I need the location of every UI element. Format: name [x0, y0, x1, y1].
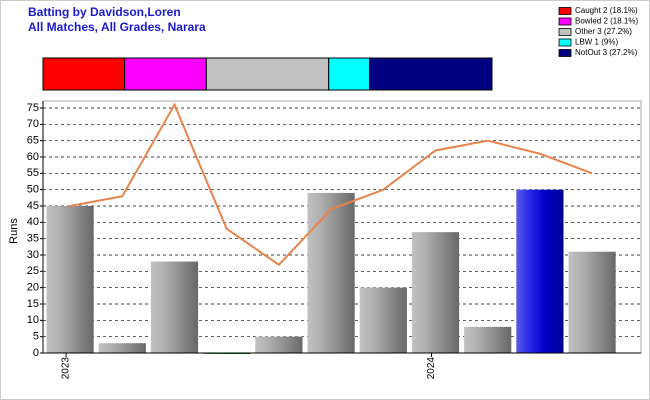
y-axis-label: Runs: [8, 218, 20, 244]
dismissal-segment: [42, 57, 126, 91]
dismissal-segment: [205, 57, 330, 91]
legend-swatch: [558, 28, 572, 36]
bar: [516, 189, 564, 353]
bar: [150, 261, 199, 353]
bar: [46, 206, 94, 353]
bar: [359, 287, 407, 353]
bar: [411, 232, 460, 353]
dismissal-segment: [328, 57, 371, 91]
dismissal-segment: [124, 57, 207, 91]
trend-line: [69, 102, 593, 267]
legend-label: LBW 1 (9%): [575, 38, 618, 47]
y-tick-label: 50: [27, 184, 39, 196]
y-tick-label: 55: [27, 167, 39, 179]
legend-swatch: [558, 7, 572, 15]
chart-subtitle: All Matches, All Grades, Narara: [28, 20, 206, 34]
y-tick-label: 40: [27, 216, 39, 228]
dismissal-segment: [369, 57, 493, 91]
chart-title: Batting by Davidson,Loren: [28, 5, 181, 19]
y-tick-label: 70: [27, 118, 39, 130]
legend-label: Other 3 (27.2%): [575, 27, 632, 36]
y-tick-label: 10: [27, 314, 39, 326]
legend-label: Bowled 2 (18.1%): [575, 17, 638, 26]
y-tick-label: 25: [27, 265, 39, 277]
y-tick-label: 60: [27, 151, 39, 163]
y-tick-label: 15: [27, 298, 39, 310]
bar: [307, 192, 355, 353]
bar: [255, 336, 303, 353]
y-tick-label: 45: [27, 200, 39, 212]
y-tick-label: 0: [33, 347, 39, 359]
x-tick-label: 2024: [426, 357, 437, 380]
y-tick-label: 65: [27, 135, 39, 147]
y-tick-label: 75: [27, 102, 39, 114]
y-tick-label: 35: [27, 233, 39, 245]
legend-label: NotOut 3 (27.2%): [575, 48, 638, 57]
legend-swatch: [558, 38, 572, 47]
legend-swatch: [558, 49, 572, 57]
bar: [568, 251, 616, 353]
y-tick-label: 30: [27, 249, 39, 261]
y-tick-label: 20: [27, 282, 39, 294]
legend-swatch: [558, 17, 572, 26]
bar: [464, 326, 512, 353]
bar: [98, 343, 146, 353]
y-tick-label: 5: [33, 331, 39, 343]
legend-label: Caught 2 (18.1%): [575, 6, 638, 15]
x-tick-label: 2023: [61, 357, 72, 380]
